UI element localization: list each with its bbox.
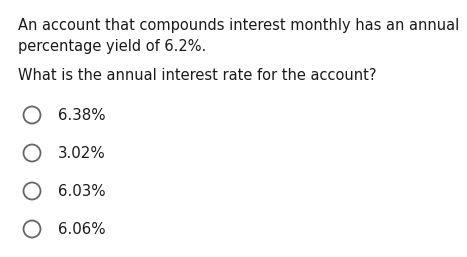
Text: percentage yield of 6.2%.: percentage yield of 6.2%.: [18, 39, 206, 54]
Text: 6.06%: 6.06%: [58, 222, 106, 237]
Text: 6.03%: 6.03%: [58, 184, 106, 199]
Text: An account that compounds interest monthly has an annual: An account that compounds interest month…: [18, 18, 459, 33]
Text: 3.02%: 3.02%: [58, 146, 106, 161]
Text: 6.38%: 6.38%: [58, 108, 106, 123]
Text: What is the annual interest rate for the account?: What is the annual interest rate for the…: [18, 68, 376, 83]
